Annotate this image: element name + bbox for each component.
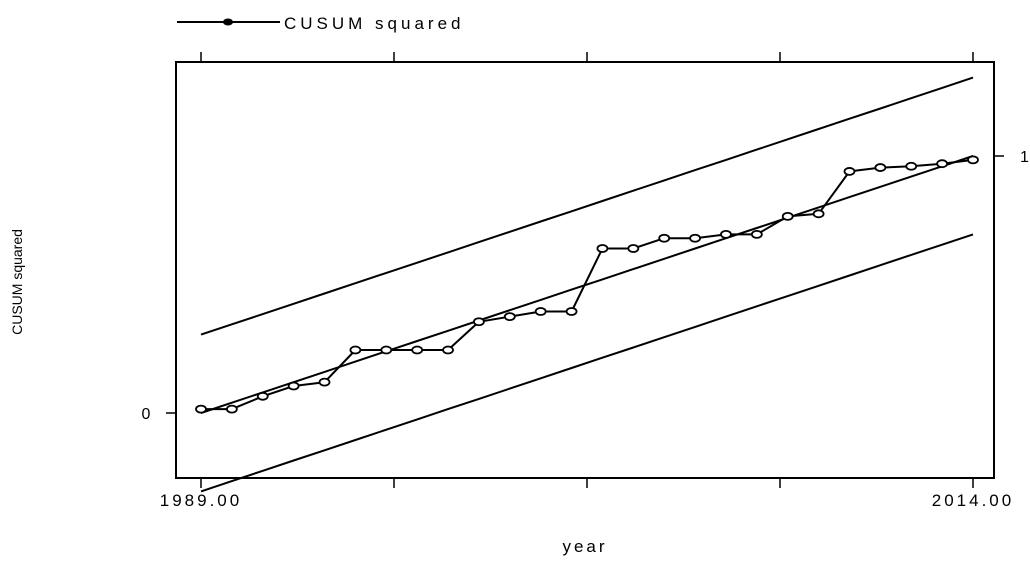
data-point-2006 bbox=[720, 229, 732, 239]
y-tick-label-right: 1 bbox=[1020, 149, 1029, 166]
data-point-1998 bbox=[473, 317, 485, 327]
axes: 1989.00 2014.00 0 1 bbox=[142, 52, 1029, 510]
series-line-upper-bound bbox=[200, 76, 974, 336]
data-point-1996 bbox=[411, 345, 424, 355]
data-point-2008 bbox=[781, 211, 794, 221]
data-point-2005 bbox=[689, 233, 701, 243]
data-point-2011 bbox=[874, 163, 887, 172]
data-point-2009 bbox=[812, 209, 825, 219]
legend: CUSUM squared bbox=[177, 14, 465, 33]
data-point-2014 bbox=[967, 155, 979, 165]
x-tick-label-1: 2014.00 bbox=[932, 491, 1014, 510]
data-point-1997 bbox=[442, 345, 454, 355]
series-line-statistic bbox=[201, 158, 974, 411]
data-point-1994 bbox=[349, 345, 362, 355]
y-tick-label-left: 0 bbox=[142, 406, 151, 423]
data-point-1992 bbox=[287, 381, 300, 391]
data-point-1995 bbox=[380, 345, 393, 355]
data-point-2013 bbox=[936, 159, 949, 169]
y-axis-label: CUSUM squared bbox=[9, 229, 25, 335]
data-point-2001 bbox=[565, 307, 578, 316]
plot-frame bbox=[175, 61, 995, 479]
series-line-lower-bound bbox=[200, 233, 974, 493]
x-tick-label-0: 1989.00 bbox=[160, 491, 242, 510]
data-point-1991 bbox=[256, 391, 269, 401]
x-axis-label: year bbox=[562, 537, 607, 556]
data-point-2000 bbox=[534, 307, 547, 316]
data-point-1993 bbox=[318, 377, 331, 387]
data-point-2007 bbox=[750, 229, 763, 239]
series-layer bbox=[200, 76, 974, 493]
legend-label: CUSUM squared bbox=[284, 14, 465, 33]
data-point-1999 bbox=[503, 312, 516, 322]
marker-layer bbox=[195, 155, 979, 414]
data-point-2012 bbox=[905, 161, 918, 171]
data-point-2010 bbox=[843, 167, 856, 176]
data-point-2003 bbox=[627, 244, 640, 253]
series-line-expected bbox=[200, 155, 974, 414]
data-point-2002 bbox=[596, 244, 609, 253]
data-point-1989 bbox=[195, 404, 207, 414]
legend-marker bbox=[223, 18, 233, 26]
data-point-1990 bbox=[225, 404, 238, 414]
data-point-2004 bbox=[658, 233, 671, 243]
